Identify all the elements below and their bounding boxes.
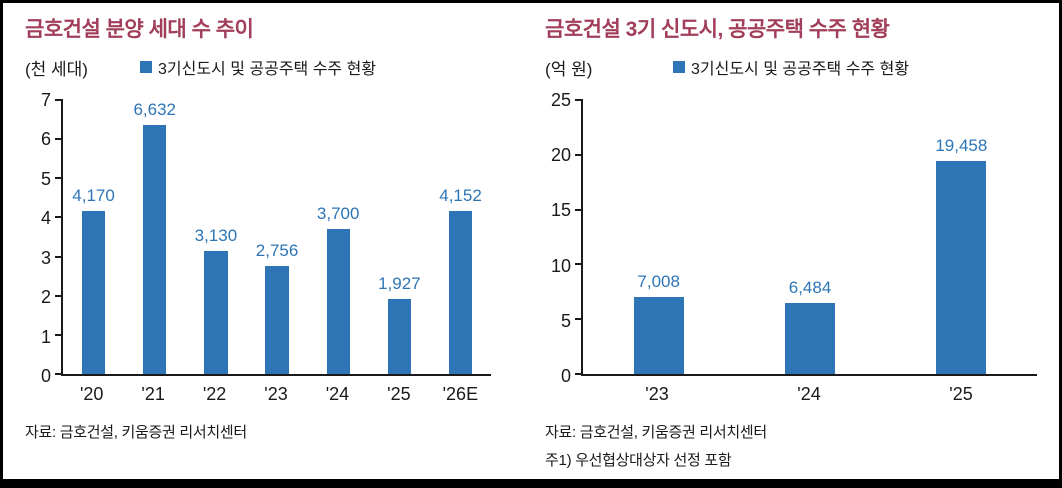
plot-column: 4,170 6,632 3,130 2,756 3,700 1,927 4,152 '20 '… — [55, 99, 492, 405]
y-axis-tick-mark — [55, 138, 63, 141]
plot-area: 4,170 6,632 3,130 2,756 3,700 1,927 4,152 — [55, 99, 492, 376]
bar-slot: 19,458 — [886, 100, 1037, 374]
bar-value-label: 6,484 — [788, 277, 832, 297]
y-axis-unit-label: (천 세대) — [25, 59, 88, 79]
plot-wrap: 0 5 10 15 20 25 7,008 6,484 19,458 '23 '24 '25 — [545, 91, 1037, 405]
legend-swatch-icon — [673, 61, 685, 73]
y-axis-tick-label: 25 — [551, 90, 572, 110]
y-axis-tick-mark — [575, 99, 584, 101]
y-axis-tick-label: 3 — [40, 247, 51, 268]
y-axis-tick-label: 15 — [551, 200, 572, 221]
bar-value-label: 7,008 — [637, 272, 680, 292]
x-axis-tick-label: '22 — [202, 384, 227, 404]
y-axis-tick-mark — [55, 333, 63, 336]
bar-value-label: 6,632 — [133, 100, 176, 119]
chart-title: 금호건설 3기 신도시, 공공주택 수주 현황 — [545, 18, 890, 41]
y-axis-tick-label: 2 — [40, 287, 51, 308]
bar-slot: 6,484 — [734, 100, 885, 374]
bar — [633, 297, 684, 374]
chart-header: (억 원) 3기신도시 및 공공주택 수주 현황 — [545, 55, 1037, 79]
y-axis-tick-label: 20 — [551, 145, 572, 166]
chart-title: 금호건설 분양 세대 수 추이 — [25, 18, 254, 41]
bar-slot: 1,927 — [369, 100, 430, 374]
legend-swatch-icon — [140, 61, 152, 73]
x-axis-labels: '23 '24 '25 — [581, 384, 1037, 405]
y-axis-tick-mark — [575, 318, 584, 321]
y-axis-unit-label: (억 원) — [545, 59, 593, 79]
x-axis-tick-label: '25 — [387, 384, 411, 404]
x-axis-tick-label: '26E — [442, 384, 479, 404]
y-axis-tick-mark — [575, 373, 584, 375]
y-axis-tick-mark — [575, 153, 584, 156]
y-axis-tick-label: 7 — [40, 90, 51, 110]
y-axis: 0 1 2 3 4 5 6 7 — [25, 91, 61, 385]
chart-header: (천 세대) 3기신도시 및 공공주택 수주 현황 — [25, 55, 491, 79]
bar-value-label: 3,130 — [194, 226, 238, 246]
chart-panel-new-town-orders: 금호건설 3기 신도시, 공공주택 수주 현황 (억 원) 3기신도시 및 공공… — [545, 17, 1037, 471]
y-axis-tick-mark — [55, 99, 63, 101]
bar-slot: 4,152 — [430, 100, 491, 374]
bar-slot: 7,008 — [583, 100, 734, 374]
bar-value-label: 1,927 — [378, 273, 421, 293]
y-axis-tick-label: 0 — [40, 366, 51, 386]
y-axis-tick-label: 6 — [40, 129, 51, 150]
y-axis-tick-label: 4 — [40, 208, 51, 229]
x-axis-tick-label: '21 — [141, 384, 165, 404]
x-axis-tick-label: '23 — [264, 384, 288, 404]
chart-panel-sales-units: 금호건설 분양 세대 수 추이 (천 세대) 3기신도시 및 공공주택 수주 현… — [25, 17, 492, 471]
bar — [81, 210, 106, 374]
y-axis-tick-label: 5 — [40, 168, 51, 189]
x-axis-labels: '20 '21 '22 '23 '24 '25 '26E — [61, 384, 491, 405]
x-axis-tick-label: '25 — [949, 384, 973, 404]
bar-slot: 3,700 — [308, 100, 369, 374]
x-axis-tick-label: '23 — [645, 384, 669, 404]
y-axis-tick-mark — [55, 255, 63, 258]
bar — [785, 302, 835, 374]
y-axis-tick-label: 10 — [551, 255, 572, 276]
bar — [936, 160, 987, 374]
bar-value-label: 19,458 — [935, 135, 988, 155]
footnote: 주1) 우선협상대상자 선정 포함 — [545, 452, 732, 469]
source-note: 자료: 금호건설, 키움증권 리서치센터 — [25, 424, 247, 441]
bar-slot: 4,170 — [63, 100, 124, 374]
bar — [326, 229, 350, 374]
y-axis-tick-label: 5 — [561, 310, 572, 331]
bar-slot: 2,756 — [246, 100, 307, 374]
bar-value-label: 4,152 — [439, 186, 482, 206]
y-axis-tick-mark — [55, 216, 63, 219]
y-axis-tick-mark — [55, 294, 63, 297]
y-axis-tick-label: 0 — [561, 366, 572, 386]
x-axis-tick-label: '20 — [79, 384, 104, 404]
source-note: 자료: 금호건설, 키움증권 리서치센터 — [545, 424, 767, 441]
y-axis-tick-mark — [55, 373, 63, 375]
plot-area: 7,008 6,484 19,458 — [575, 99, 1037, 376]
y-axis-tick-mark — [575, 208, 584, 211]
legend-label: 3기신도시 및 공공주택 수주 현황 — [691, 61, 910, 78]
bar-value-label: 4,170 — [72, 185, 115, 205]
x-axis-tick-label: '24 — [325, 384, 350, 404]
bar — [265, 266, 289, 374]
bar — [204, 251, 228, 374]
legend: 3기신도시 및 공공주택 수주 현황 — [673, 55, 909, 79]
x-axis-tick-label: '24 — [797, 384, 821, 404]
bar-slot: 3,130 — [185, 100, 246, 374]
bar-value-label: 2,756 — [255, 241, 299, 261]
bar — [387, 298, 411, 374]
legend: 3기신도시 및 공공주택 수주 현황 — [140, 55, 376, 79]
plot-column: 7,008 6,484 19,458 '23 '24 '25 — [575, 99, 1037, 405]
bar — [448, 211, 473, 374]
y-axis-tick-label: 1 — [40, 326, 51, 347]
bar — [143, 125, 167, 374]
y-axis-tick-mark — [55, 177, 63, 180]
bar-value-label: 3,700 — [316, 204, 360, 224]
bar-slot: 6,632 — [124, 100, 185, 374]
y-axis-tick-mark — [575, 263, 584, 266]
y-axis: 0 5 10 15 20 25 — [545, 91, 581, 385]
legend-label: 3기신도시 및 공공주택 수주 현황 — [158, 61, 377, 78]
